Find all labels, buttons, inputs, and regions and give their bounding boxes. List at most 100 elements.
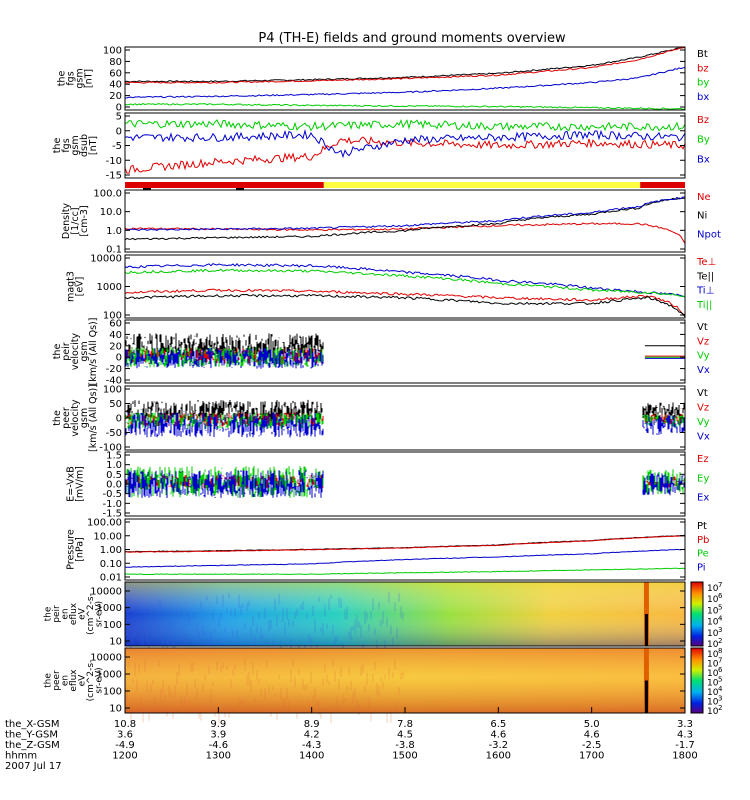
legend-entry: Vy: [697, 417, 710, 428]
colorbar-label: 10: [707, 595, 719, 605]
y-tick-label: 1000: [97, 282, 122, 293]
series-by: [125, 67, 685, 99]
y-axis-label: magt3: [66, 271, 77, 302]
panel-data: [125, 534, 685, 576]
legend-entry: Ex: [697, 493, 709, 504]
y-tick-label: 100.0: [93, 189, 122, 200]
y-axis-label: [km/s (All Qs)]: [88, 318, 99, 386]
colorbar-label: 10: [707, 688, 719, 698]
y-tick-label: 0: [116, 414, 122, 425]
y-tick-label: -10: [106, 156, 122, 167]
legend-entry: Ti⊥: [696, 286, 714, 297]
colorbar-label-exponent: 3: [718, 626, 722, 634]
y-tick-label: -1.0: [102, 499, 122, 510]
y-axis-label: [nPa]: [75, 537, 86, 562]
y-tick-label: -15: [106, 171, 122, 182]
y-axis-label: [mV/m]: [75, 466, 86, 502]
x-axis-value: -1.7: [675, 740, 695, 751]
y-axis-label: peir: [61, 342, 72, 361]
x-axis-value: 1600: [486, 751, 511, 762]
legend-entry: Vy: [697, 351, 710, 362]
colorbar-label: 10: [707, 660, 719, 670]
legend-entry: bx: [697, 92, 709, 103]
y-tick-label: 60: [109, 68, 122, 79]
y-tick-label: 1.5: [106, 451, 122, 462]
x-axis-value: 1700: [579, 751, 604, 762]
y-axis-label: eV: [78, 674, 88, 687]
y-axis-label: [km/s (All Qs)]: [88, 384, 99, 452]
y-axis-label: the: [44, 606, 54, 621]
y-axis-label: [1/cc]: [70, 207, 81, 234]
y-axis-label: Pressure: [66, 529, 77, 570]
mode-bar-segment: [323, 182, 641, 188]
panel-data: [125, 333, 685, 369]
y-tick-label: -5: [112, 141, 122, 152]
legend-entry: Ni: [697, 211, 707, 222]
y-axis-label: en: [61, 608, 71, 619]
y-tick-label: 100: [103, 46, 122, 57]
y-axis-label: peer: [61, 407, 72, 429]
x-axis-value: 3.6: [117, 730, 133, 741]
y-axis-label: Density: [61, 203, 72, 239]
x-axis-value: 9.9: [210, 719, 226, 730]
plot-title: P4 (TH-E) fields and ground moments over…: [258, 31, 566, 46]
y-axis-label: en: [61, 675, 71, 686]
y-tick-label: 0.5: [106, 470, 122, 481]
legend-entry: Vt: [697, 322, 708, 333]
y-tick-label: 50: [109, 399, 122, 410]
y-tick-label: -50: [106, 428, 122, 439]
y-tick-label: 0.0: [106, 480, 122, 491]
y-axis-label: E=-VxB: [66, 466, 77, 501]
y-tick-label: 10000: [90, 653, 122, 664]
mode-bar-marker: [143, 188, 151, 190]
colorbar-label: 10: [707, 584, 719, 594]
series-ni: [125, 197, 685, 241]
colorbar-label: 10: [707, 606, 719, 616]
legend-entry: Ey: [697, 473, 709, 484]
series-ti_perp: [125, 262, 685, 298]
colorbar-label: 10: [707, 629, 719, 639]
spectrogram-shading: [125, 648, 685, 713]
series-pe: [125, 567, 685, 576]
y-axis-label: sr-eV): [95, 601, 105, 627]
x-axis-value: 1300: [206, 751, 231, 762]
y-axis-label: velocity: [70, 333, 81, 371]
panel-magt3: 10000 1000 100 magt3[eV] Te⊥ Te|| Ti⊥ Ti||: [66, 254, 717, 322]
x-axis-value: 4.6: [584, 730, 600, 741]
y-tick-label: 100: [103, 311, 122, 322]
x-axis-value: 6.5: [490, 719, 506, 730]
y-axis-label: [cm-3]: [79, 205, 90, 236]
y-tick-label: 10: [109, 704, 122, 715]
y-tick-label: -0.5: [102, 489, 122, 500]
colorbar-label: 10: [707, 640, 719, 650]
series-bt: [125, 47, 685, 83]
x-axis-value: -4.9: [115, 740, 135, 751]
x-axis-value: 1500: [392, 751, 417, 762]
x-axis-value: 5.0: [584, 719, 600, 730]
colorbar-label-exponent: 5: [718, 676, 722, 684]
y-axis-label: fgs: [61, 138, 72, 152]
y-tick-label: 10000: [90, 587, 122, 598]
y-tick-label: 40: [109, 330, 122, 341]
panel-frame: [124, 189, 686, 253]
y-axis-label: gsm: [75, 68, 86, 88]
y-tick-label: 1000: [97, 670, 122, 681]
y-axis-label: peer: [52, 670, 62, 691]
panel-peir-spectrogram: 10000 1000 100 10 thepeirenefluxeV(cm^2-s-sr…: [44, 581, 723, 657]
y-axis-label: the: [57, 71, 68, 87]
series-pi: [125, 548, 685, 568]
x-axis-value: 3.3: [677, 719, 693, 730]
legend-entry: Npot: [697, 229, 721, 240]
legend-entry: Vz: [697, 336, 709, 347]
mode-bar-segment: [640, 182, 685, 188]
legend-entry: By: [697, 135, 710, 146]
panel-data: [125, 196, 685, 244]
legend-entry: Ne: [697, 192, 711, 203]
colorbar-label: 10: [707, 698, 719, 708]
y-axis-label: gsm: [79, 341, 90, 361]
y-tick-label: 80: [109, 57, 122, 68]
series-pb: [125, 535, 685, 553]
colorbar-label-exponent: 2: [718, 704, 722, 712]
